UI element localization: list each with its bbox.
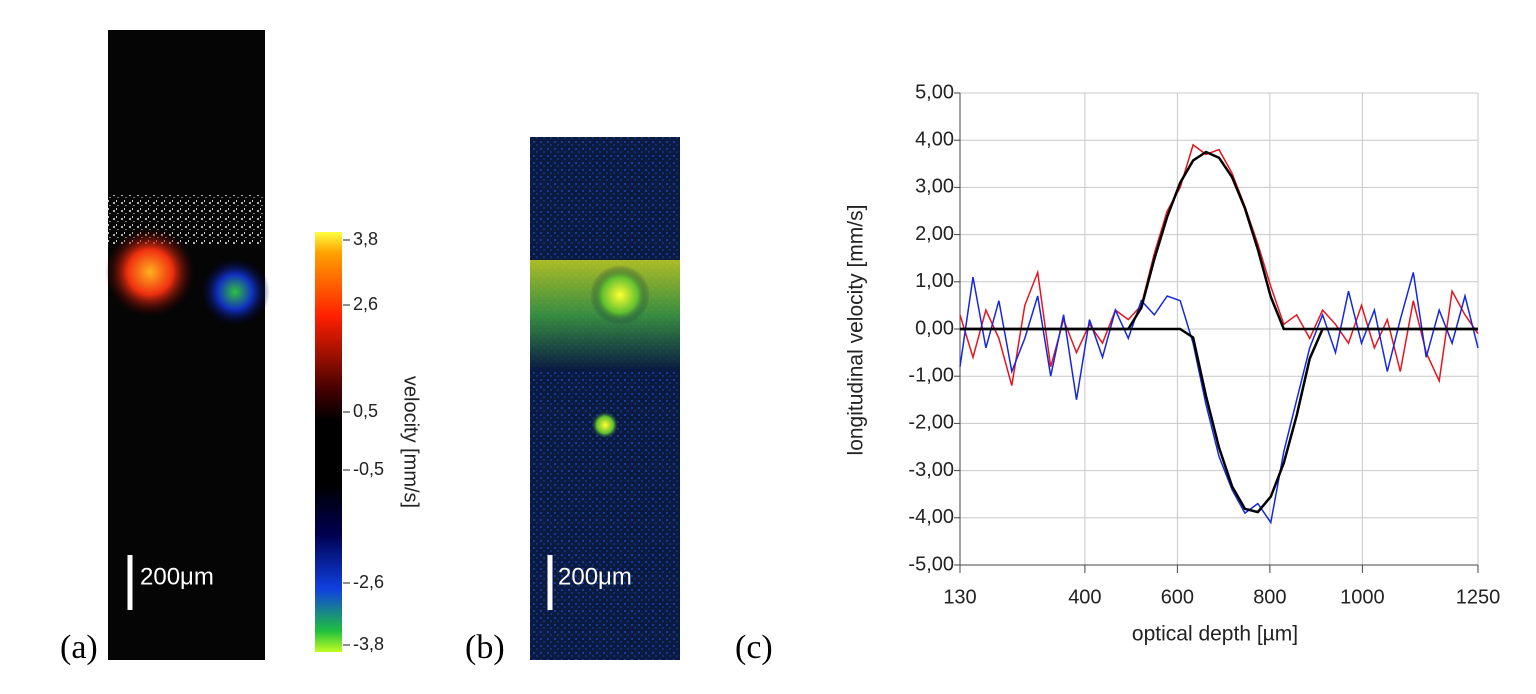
colorbar-label: -3,8 (353, 634, 384, 654)
y-tick-label: -3,00 (908, 459, 954, 481)
x-tick-label: 600 (1161, 586, 1194, 608)
colorbar-scale (315, 232, 342, 652)
y-axis-label: longitudinal velocity [mm/s] (845, 205, 868, 456)
series-line (959, 272, 1479, 525)
y-tick-label: 0,00 (915, 317, 954, 339)
scale-bar-label: 200μm (558, 563, 632, 590)
y-tick-label: 4,00 (915, 128, 954, 150)
series-line (960, 327, 1478, 514)
series-line (959, 143, 1479, 386)
x-axis-label: optical depth [µm] (1132, 623, 1298, 646)
x-tick-label: 1000 (1340, 586, 1385, 608)
y-tick-label: 1,00 (915, 270, 954, 292)
panel-letter: (a) (60, 629, 98, 666)
y-tick-label: -4,00 (908, 506, 954, 528)
y-tick-label: 5,00 (915, 81, 954, 103)
colorbar-label: 3,8 (353, 229, 378, 249)
panel-letter: (c) (735, 629, 773, 666)
y-tick-label: -2,00 (908, 412, 954, 434)
series-line (960, 150, 1478, 331)
colorbar-title: velocity [mm/s] (400, 376, 422, 508)
y-tick-label: 2,00 (915, 223, 954, 245)
colorbar-label: -2,6 (353, 572, 384, 592)
y-tick-label: -1,00 (908, 364, 954, 386)
y-tick-label: -5,00 (908, 553, 954, 575)
colorbar-label: 2,6 (353, 294, 378, 314)
flow-spot (591, 411, 619, 439)
noise (530, 137, 680, 660)
x-tick-label: 400 (1068, 586, 1101, 608)
vessel-blue (200, 257, 270, 327)
panel-a: 200μm (a) (60, 30, 270, 666)
vessel-red (105, 227, 195, 317)
colorbar-label: 0,5 (353, 401, 378, 421)
colorbar-labels: 3,8 2,6 0,5 -0,5 -2,6 -3,8 (343, 229, 384, 654)
y-tick-label: 3,00 (915, 176, 954, 198)
colorbar-label: -0,5 (353, 459, 384, 479)
panel-letter: (b) (465, 629, 505, 666)
flow-spot (590, 265, 650, 325)
colorbar: 3,8 2,6 0,5 -0,5 -2,6 -3,8 velocity [mm/s] (315, 229, 422, 654)
chart: -5,00 -4,00 -3,00 -2,00 -1,00 0,00 1,00 2,00 3,0… (908, 81, 1500, 608)
x-tick-label: 1250 (1456, 586, 1501, 608)
x-tick-label: 800 (1253, 586, 1286, 608)
scale-bar-label: 200μm (140, 563, 214, 590)
image-a (108, 30, 265, 660)
panel-b: 200μm (b) (465, 137, 680, 666)
x-tick-label: 130 (943, 586, 976, 608)
